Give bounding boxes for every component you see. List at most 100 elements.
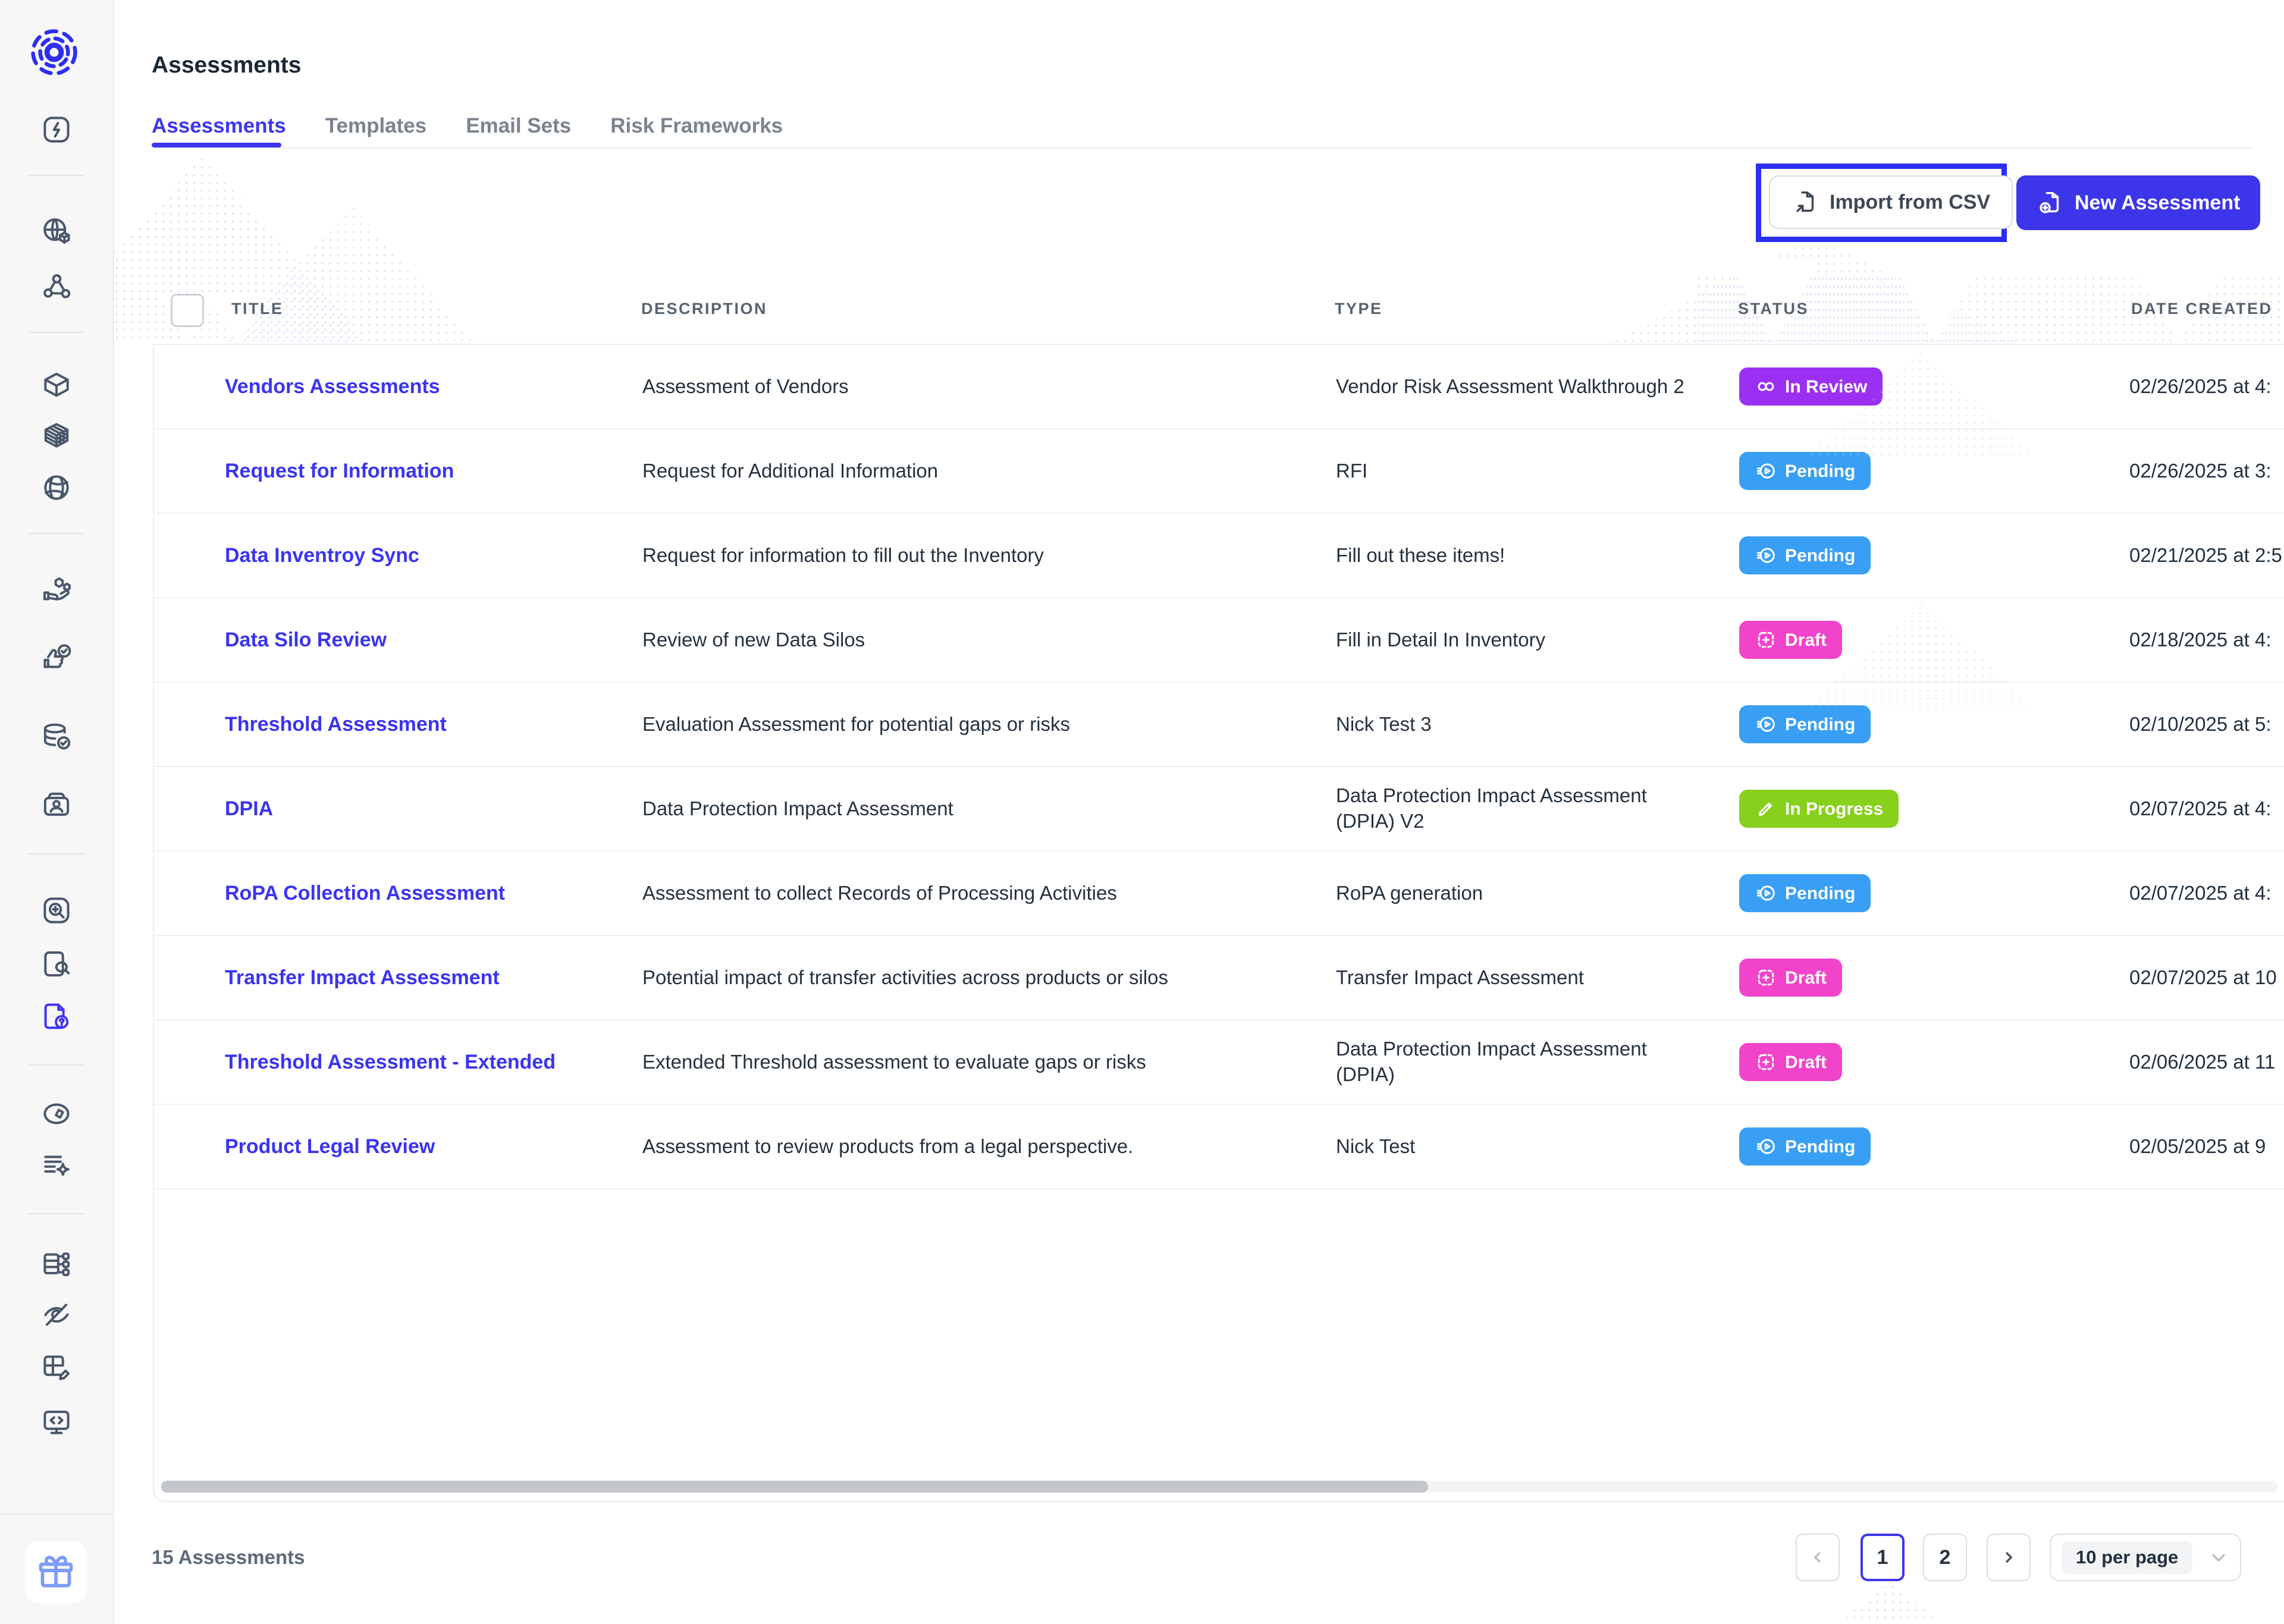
- sidebar-item-list-sparkle-icon[interactable]: [0, 1146, 113, 1184]
- sidebar: [0, 0, 114, 1624]
- file-import-icon: [1796, 191, 1814, 212]
- sidebar-item-document-question-icon[interactable]: [0, 997, 113, 1035]
- sidebar-item-sphere-icon[interactable]: [0, 469, 113, 507]
- sidebar-item-cube-icon[interactable]: [0, 366, 113, 404]
- sidebar-item-hand-check-icon[interactable]: [0, 637, 113, 676]
- draft-icon: [1758, 632, 1774, 648]
- table-row: Request for Information Request for Addit…: [154, 429, 2284, 514]
- sidebar-item-globe-cube-icon[interactable]: [0, 212, 113, 250]
- assessment-title-link[interactable]: Request for Information: [225, 459, 454, 482]
- pagination-next-button[interactable]: [1987, 1534, 2031, 1581]
- id-card-icon: [43, 792, 70, 816]
- assessment-title-link[interactable]: DPIA: [225, 797, 274, 820]
- status-cell: Pending: [1739, 429, 2096, 513]
- sidebar-divider: [29, 533, 84, 534]
- sidebar-item-document-search-icon[interactable]: [0, 945, 113, 983]
- pagination-page-1[interactable]: 1: [1861, 1534, 1905, 1581]
- status-cell: Draft: [1739, 598, 2096, 681]
- pagination-prev-button[interactable]: [1796, 1534, 1840, 1581]
- compass-icon: [43, 1103, 70, 1124]
- status-badge: Pending: [1739, 536, 1871, 574]
- cube-icon: [44, 372, 69, 397]
- draft-icon: [1758, 1054, 1774, 1070]
- monitor-code-icon: [43, 1411, 70, 1434]
- status-badge: Draft: [1739, 959, 1843, 997]
- assessment-title-link[interactable]: RoPA Collection Assessment: [225, 881, 506, 904]
- status-cell: Pending: [1739, 683, 2096, 766]
- assessment-type: Nick Test: [1336, 1135, 1416, 1157]
- column-header-status[interactable]: STATUS: [1738, 299, 1809, 318]
- date-created: 02/21/2025 at 2:5: [2129, 544, 2282, 566]
- assessment-description: Review of new Data Silos: [642, 628, 865, 651]
- pending-icon: [1756, 463, 1775, 479]
- assessment-title-link[interactable]: Product Legal Review: [225, 1135, 435, 1158]
- tabs-divider: [152, 147, 2253, 149]
- sidebar-item-table-edit-icon[interactable]: [0, 1348, 113, 1386]
- assessment-description: Assessment of Vendors: [642, 375, 849, 397]
- horizontal-scrollbar-thumb[interactable]: [161, 1481, 1428, 1493]
- date-created: 02/26/2025 at 4:: [2129, 375, 2272, 397]
- sidebar-item-network-nodes-icon[interactable]: [0, 268, 113, 306]
- select-all-checkbox[interactable]: [171, 294, 204, 327]
- table-row: RoPA Collection Assessment Assessment to …: [154, 852, 2284, 936]
- status-cell: Draft: [1739, 1020, 2096, 1104]
- table-row: Transfer Impact Assessment Potential impa…: [154, 936, 2284, 1020]
- tab-templates[interactable]: Templates: [325, 114, 427, 137]
- sidebar-item-monitor-code-icon[interactable]: [0, 1403, 113, 1441]
- column-header-title[interactable]: TITLE: [231, 299, 284, 318]
- assessment-description: Evaluation Assessment for potential gaps…: [642, 712, 1071, 735]
- assessment-title-link[interactable]: Vendors Assessments: [225, 375, 440, 398]
- date-created: 02/05/2025 at 9: [2129, 1135, 2266, 1157]
- tab-assessments[interactable]: Assessments: [152, 114, 286, 137]
- brand-logo[interactable]: [27, 25, 81, 80]
- new-assessment-button[interactable]: New Assessment: [2016, 175, 2261, 230]
- sidebar-item-zoom-plus-icon[interactable]: [0, 891, 113, 929]
- assessment-description: Request for Additional Information: [642, 459, 939, 482]
- status-badge: Draft: [1739, 1043, 1843, 1081]
- import-from-csv-button[interactable]: Import from CSV: [1769, 175, 2013, 229]
- horizontal-scrollbar-track[interactable]: [160, 1481, 2277, 1493]
- status-badge: In Review: [1739, 367, 1883, 406]
- status-badge: Pending: [1739, 1127, 1871, 1166]
- assessment-title-link[interactable]: Transfer Impact Assessment: [225, 966, 500, 989]
- pagination-page-2[interactable]: 2: [1923, 1534, 1967, 1581]
- assessment-description: Extended Threshold assessment to evaluat…: [642, 1050, 1146, 1073]
- tab-email-sets[interactable]: Email Sets: [466, 114, 572, 137]
- assessment-title-link[interactable]: Data Inventroy Sync: [225, 544, 419, 567]
- table-row: Data Inventroy Sync Request for informati…: [154, 514, 2284, 598]
- sidebar-item-hand-items-icon[interactable]: [0, 569, 113, 607]
- tab-bar: Assessments Templates Email Sets Risk Frame…: [152, 114, 783, 138]
- in-review-icon: [1758, 382, 1774, 391]
- sidebar-item-schema-icon[interactable]: [0, 1245, 113, 1283]
- gift-icon[interactable]: [25, 1541, 87, 1603]
- status-badge: Draft: [1739, 621, 1843, 659]
- assessment-description: Request for information to fill out the …: [642, 544, 1044, 566]
- zoom-plus-icon: [43, 897, 70, 923]
- tab-risk-frameworks[interactable]: Risk Frameworks: [610, 114, 783, 137]
- sidebar-item-id-card-icon[interactable]: [0, 786, 113, 824]
- sphere-icon: [44, 475, 69, 500]
- column-header-description[interactable]: DESCRIPTION: [641, 299, 768, 318]
- date-created: 02/26/2025 at 3:: [2129, 459, 2272, 482]
- sidebar-item-lightning-icon[interactable]: [0, 111, 113, 149]
- column-header-type[interactable]: TYPE: [1335, 299, 1383, 318]
- assessment-title-link[interactable]: Threshold Assessment: [225, 712, 447, 736]
- column-header-date-created[interactable]: DATE CREATED: [2131, 299, 2273, 318]
- assessment-title-link[interactable]: Data Silo Review: [225, 628, 387, 651]
- chevron-down-icon: [2212, 1554, 2225, 1562]
- status-cell: Pending: [1739, 1105, 2096, 1188]
- sidebar-item-rubik-cube-icon[interactable]: [0, 416, 113, 454]
- eye-slash-icon: [44, 1303, 69, 1326]
- status-cell: Pending: [1739, 852, 2096, 935]
- status-badge: In Progress: [1739, 790, 1899, 828]
- rubik-cube-icon: [44, 423, 69, 448]
- sidebar-item-eye-slash-icon[interactable]: [0, 1296, 113, 1334]
- pending-icon: [1756, 1139, 1775, 1154]
- assessment-description: Potential impact of transfer activities …: [642, 966, 1169, 988]
- sidebar-item-compass-icon[interactable]: [0, 1095, 113, 1133]
- page-size-select[interactable]: 10 per page: [2050, 1534, 2241, 1581]
- lightning-icon: [43, 117, 70, 143]
- assessment-title-link[interactable]: Threshold Assessment - Extended: [225, 1050, 556, 1073]
- date-created: 02/07/2025 at 10: [2129, 966, 2277, 988]
- sidebar-item-database-check-icon[interactable]: [0, 718, 113, 756]
